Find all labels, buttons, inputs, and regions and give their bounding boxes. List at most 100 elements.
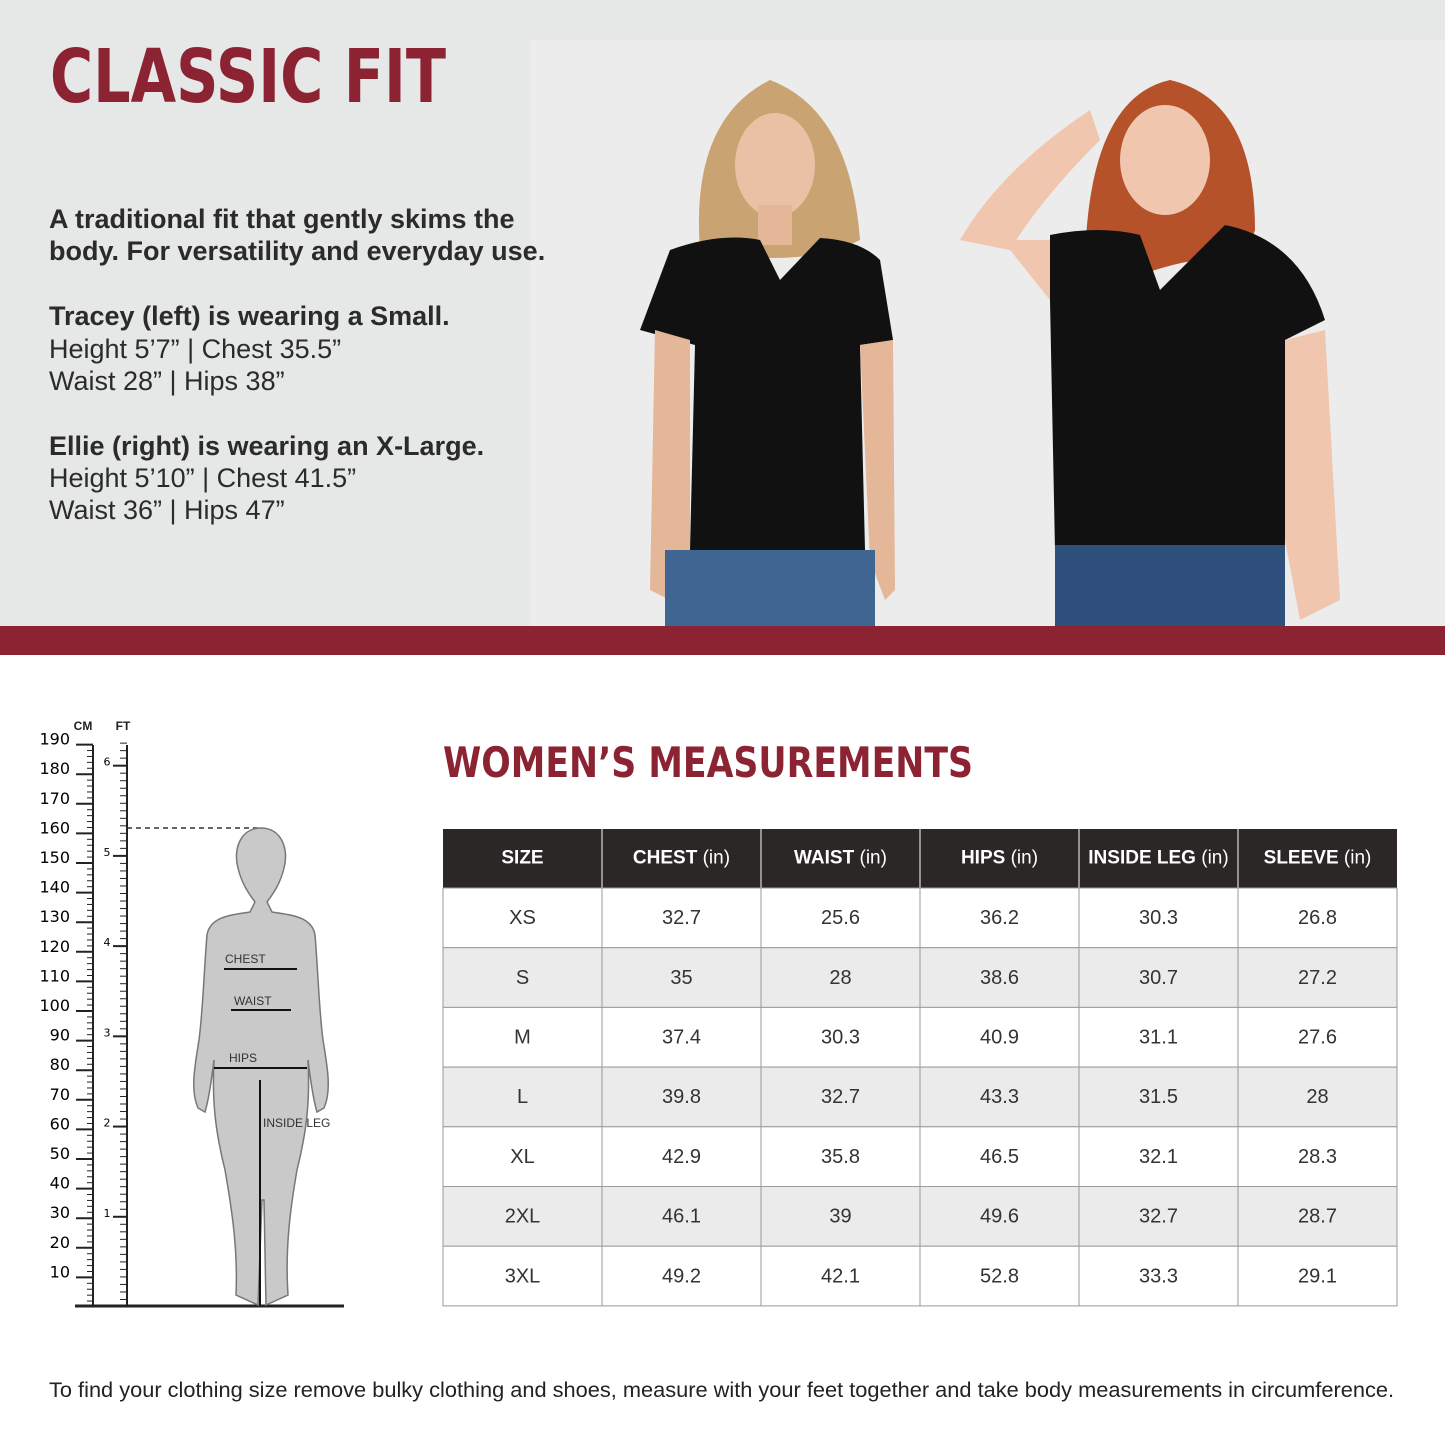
model-stats: Height 5’10” | Chest 41.5” (49, 463, 356, 493)
table-cell: 31.1 (1139, 1027, 1178, 1049)
tick-label: 120 (39, 937, 70, 956)
tick-label: 20 (50, 1233, 70, 1252)
table-cell: 32.7 (1139, 1206, 1178, 1228)
tick-label: 30 (50, 1203, 70, 1222)
table-cell: 39 (829, 1206, 851, 1228)
model-photo-right (960, 80, 1340, 626)
tick-label: 90 (50, 1026, 70, 1045)
table-cell: L (517, 1086, 528, 1108)
table-cell: 28.3 (1298, 1146, 1337, 1168)
tick-label: 3 (104, 1026, 111, 1039)
table-cell: 31.5 (1139, 1086, 1178, 1108)
model-caption: Ellie (right) is wearing an X-Large. (49, 431, 484, 461)
table-cell: M (514, 1027, 531, 1049)
header-name: HIPS (961, 848, 1005, 869)
table-cell: 29.1 (1298, 1265, 1337, 1287)
model-caption: Tracey (left) is wearing a Small. (49, 301, 450, 331)
tick-label: 6 (104, 756, 111, 769)
header-unit: (in) (1344, 848, 1371, 869)
table-cell: 28 (829, 967, 851, 989)
table-cell: XS (509, 907, 536, 929)
tick-label: 50 (50, 1144, 70, 1163)
tick-label: 100 (39, 996, 70, 1015)
table-cell: 32.7 (662, 907, 701, 929)
column-header: WAIST (in) (794, 848, 887, 869)
table-cell: 42.1 (821, 1265, 860, 1287)
tick-label: 2 (104, 1117, 111, 1130)
table-cell: 27.2 (1298, 967, 1337, 989)
header-unit: (in) (1201, 848, 1228, 869)
header-name: SLEEVE (1264, 848, 1339, 869)
table-cell: 52.8 (980, 1265, 1019, 1287)
table-cell: 35.8 (821, 1146, 860, 1168)
table-cell: 32.7 (821, 1086, 860, 1108)
size-table: SIZE CHEST (in) WAIST (in) HIPS (in) INSIDE … (442, 829, 1398, 1307)
tick-label: 4 (104, 936, 111, 949)
column-header: SLEEVE (in) (1264, 848, 1372, 869)
table-cell: 2XL (505, 1206, 541, 1228)
tick-label: 40 (50, 1174, 70, 1193)
divider-band (0, 626, 1445, 655)
body-label: HIPS (229, 1051, 257, 1065)
header-name: SIZE (501, 848, 543, 869)
table-cell: 36.2 (980, 907, 1019, 929)
table-cell: 33.3 (1139, 1265, 1178, 1287)
model-stats: Waist 36” | Hips 47” (49, 495, 285, 525)
tick-label: 170 (39, 789, 70, 808)
tick-label: 140 (39, 878, 70, 897)
tick-label: 150 (39, 848, 70, 867)
table-cell: 30.3 (1139, 907, 1178, 929)
page-title: CLASSIC FIT (50, 34, 446, 120)
header-unit: (in) (860, 848, 887, 869)
column-header: INSIDE LEG (in) (1088, 848, 1228, 869)
header-unit: (in) (1011, 848, 1038, 869)
table-cell: 46.1 (662, 1206, 701, 1228)
ruler-unit: FT (116, 719, 131, 733)
table-cell: 3XL (505, 1265, 541, 1287)
model-stats: Height 5’7” | Chest 35.5” (49, 334, 341, 364)
table-cell: 37.4 (662, 1027, 701, 1049)
height-ruler: CM FT 1901801701601501401301201101009080… (39, 719, 344, 1308)
tick-label: 80 (50, 1055, 70, 1074)
table-cell: 46.5 (980, 1146, 1019, 1168)
table-cell: 43.3 (980, 1086, 1019, 1108)
tick-label: 10 (50, 1262, 70, 1281)
header-unit: (in) (703, 848, 730, 869)
tick-label: 70 (50, 1085, 70, 1104)
body-label: WAIST (234, 994, 272, 1008)
table-cell: 28 (1306, 1086, 1328, 1108)
tick-label: 60 (50, 1114, 70, 1133)
table-cell: 30.3 (821, 1027, 860, 1049)
tick-label: 180 (39, 759, 70, 778)
table-cell: 25.6 (821, 907, 860, 929)
body-label: INSIDE LEG (263, 1116, 330, 1130)
model-photo-left (640, 80, 895, 626)
tick-label: 110 (39, 966, 70, 985)
table-cell: 35 (670, 967, 692, 989)
tick-label: 130 (39, 907, 70, 926)
table-cell: XL (510, 1146, 534, 1168)
table-cell: 27.6 (1298, 1027, 1337, 1049)
table-title: WOMEN’S MEASUREMENTS (443, 738, 973, 787)
table-cell: 26.8 (1298, 907, 1337, 929)
header-name: INSIDE LEG (1088, 848, 1196, 869)
intro-line: body. For versatility and everyday use. (49, 236, 545, 266)
table-cell: 38.6 (980, 967, 1019, 989)
footer-note: To find your clothing size remove bulky … (49, 1379, 1394, 1402)
column-header: SIZE (501, 848, 543, 869)
ruler-unit: CM (74, 719, 93, 733)
table-cell: 32.1 (1139, 1146, 1178, 1168)
column-header: CHEST (in) (633, 848, 730, 869)
table-cell: 40.9 (980, 1027, 1019, 1049)
tick-label: 190 (39, 730, 70, 749)
table-cell: 49.2 (662, 1265, 701, 1287)
table-cell: 49.6 (980, 1206, 1019, 1228)
intro-line: A traditional fit that gently skims the (49, 204, 515, 234)
model-stats: Waist 28” | Hips 38” (49, 366, 285, 396)
table-cell: 42.9 (662, 1146, 701, 1168)
tick-label: 1 (104, 1207, 111, 1220)
tick-label: 160 (39, 818, 70, 837)
table-cell: 28.7 (1298, 1206, 1337, 1228)
header-name: WAIST (794, 848, 855, 869)
